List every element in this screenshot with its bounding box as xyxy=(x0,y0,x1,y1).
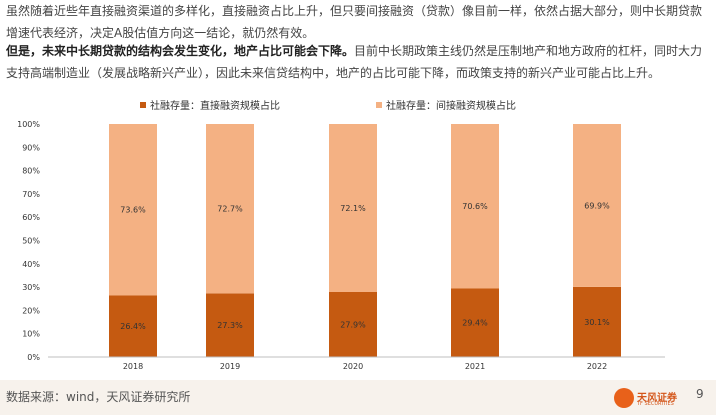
legend-label-direct: 社融存量：直接融资规模占比 xyxy=(150,99,280,112)
y-tick-label: 100% xyxy=(17,120,40,129)
data-label-2022-indirect: 69.9% xyxy=(584,201,610,210)
logo-subtext: TF SECURITIES xyxy=(637,401,674,407)
brand-logo: 天风证券 TF SECURITIES xyxy=(614,386,690,410)
y-tick-label: 20% xyxy=(22,306,40,315)
y-tick-label: 40% xyxy=(22,260,40,269)
y-tick-label: 70% xyxy=(22,190,40,199)
x-tick-label: 2020 xyxy=(343,362,363,371)
data-label-2019-indirect: 72.7% xyxy=(217,205,243,214)
x-tick-label: 2022 xyxy=(587,362,607,371)
data-label-2020-indirect: 72.1% xyxy=(340,204,366,213)
paragraph-1: 虽然随着近些年直接融资渠道的多样化，直接融资占比上升，但只要间接融资（贷款）像目… xyxy=(6,4,703,40)
y-axis: 0% 10% 20% 30% 40% 50% 60% 70% 80% 90% 100% xyxy=(17,120,40,362)
bar-segment-2020-direct xyxy=(329,291,377,357)
y-tick-label: 10% xyxy=(22,330,40,339)
page-number: 9 xyxy=(696,387,704,401)
y-tick-label: 30% xyxy=(22,283,40,292)
legend-swatch-indirect xyxy=(376,102,382,108)
y-tick-label: 50% xyxy=(22,237,40,246)
stacked-bar-chart: 社融存量：直接融资规模占比 社融存量：间接融资规模占比 0% 10% 20% 30% 4… xyxy=(17,99,665,371)
x-tick-label: 2018 xyxy=(123,362,143,371)
paragraph-2-bold: 但是，未来中长期贷款的结构会发生变化，地产占比可能会下降。 xyxy=(6,44,355,58)
bar-segment-2019-indirect xyxy=(206,124,254,294)
footer: 数据来源：wind，天风证券研究所 天风证券 TF SECURITIES 9 xyxy=(0,380,716,415)
data-label-2020-direct: 27.9% xyxy=(340,320,366,329)
bar-segment-2020-indirect xyxy=(329,124,377,292)
paragraph-2-rest: 目前中长期政策主线仍然是压制地产和地方政府的杠杆，同时大力支持高端制造业（发展战… xyxy=(6,44,703,80)
bar-segment-2018-indirect xyxy=(109,124,157,296)
x-tick-label: 2021 xyxy=(465,362,485,371)
y-tick-label: 60% xyxy=(22,213,40,222)
data-label-2022-direct: 30.1% xyxy=(584,318,610,327)
data-label-2018-indirect: 73.6% xyxy=(120,206,146,215)
x-tick-label: 2019 xyxy=(220,362,240,371)
data-label-2021-direct: 29.4% xyxy=(462,319,488,328)
logo-text: 天风证券 xyxy=(637,393,677,404)
bar-segment-2021-direct xyxy=(451,288,499,357)
y-tick-label: 0% xyxy=(27,353,40,362)
bar-segment-2021-indirect xyxy=(451,124,499,289)
footer-source: 数据来源：wind，天风证券研究所 xyxy=(6,390,191,404)
paragraph-2: 但是，未来中长期贷款的结构会发生变化，地产占比可能会下降。目前中长期政策主线仍然… xyxy=(6,40,710,84)
bars: 26.4% 73.6% 27.3% 72.7% 27.9% 72.1% 29.4% 70.6%… xyxy=(109,124,621,357)
chart-legend: 社融存量：直接融资规模占比 社融存量：间接融资规模占比 xyxy=(140,99,516,112)
data-label-2018-direct: 26.4% xyxy=(120,322,146,331)
data-label-2019-direct: 27.3% xyxy=(217,321,243,330)
bar-segment-2022-indirect xyxy=(573,124,621,287)
logo-mark-icon xyxy=(614,388,634,408)
y-tick-label: 80% xyxy=(22,167,40,176)
legend-swatch-direct xyxy=(140,102,146,108)
legend-label-indirect: 社融存量：间接融资规模占比 xyxy=(386,99,516,112)
bar-segment-2018-direct xyxy=(109,295,157,357)
data-label-2021-indirect: 70.6% xyxy=(462,202,488,211)
bar-segment-2019-direct xyxy=(206,293,254,357)
bar-segment-2022-direct xyxy=(573,286,621,357)
y-tick-label: 90% xyxy=(22,143,40,152)
x-axis: 2018 2019 2020 2021 2022 xyxy=(123,362,607,371)
